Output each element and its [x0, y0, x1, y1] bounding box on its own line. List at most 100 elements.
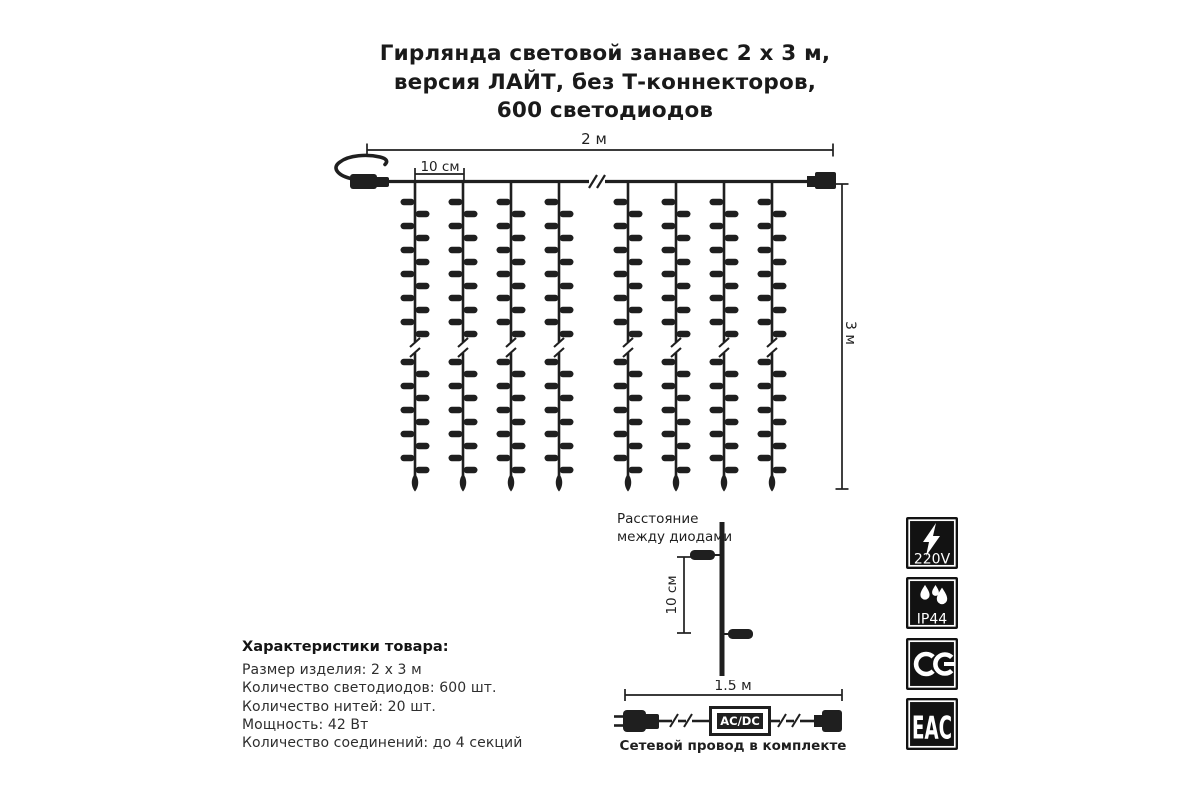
- led-icon: [448, 198, 463, 206]
- led-icon: [463, 234, 478, 242]
- led-icon: [613, 222, 628, 230]
- led-icon: [676, 466, 691, 474]
- led-icon: [709, 406, 724, 414]
- curtain-strand: [661, 183, 691, 492]
- led-icon: [448, 318, 463, 326]
- led-icon: [613, 318, 628, 326]
- led-icon: [724, 394, 739, 402]
- height-dimension: [835, 183, 849, 490]
- led-icon: [613, 454, 628, 462]
- end-connector-icon: [815, 172, 836, 189]
- led-icon: [544, 406, 559, 414]
- led-icon: [496, 454, 511, 462]
- led-icon: [463, 442, 478, 450]
- led-icon: [496, 430, 511, 438]
- led-icon: [757, 318, 772, 326]
- characteristics-block: Характеристики товара: Размер изделия: 2…: [242, 638, 522, 752]
- led-icon: [415, 210, 430, 218]
- page-title: Гирлянда световой занавес 2 х 3 м, верси…: [10, 40, 1200, 126]
- led-icon: [772, 210, 787, 218]
- led-icon: [511, 418, 526, 426]
- curtain-strand: [709, 183, 739, 492]
- led-icon: [676, 282, 691, 290]
- led-icon: [661, 406, 676, 414]
- led-icon: [448, 246, 463, 254]
- led-icon: [661, 270, 676, 278]
- ip44-rating-icon: IP44: [906, 577, 958, 630]
- curtain-strand: [496, 183, 526, 492]
- led-icon: [544, 430, 559, 438]
- voltage-220v-icon: 220V: [906, 517, 958, 569]
- led-icon: [544, 222, 559, 230]
- led-icon: [463, 330, 478, 338]
- detail-led-icon-bottom: [728, 629, 753, 639]
- led-icon: [709, 270, 724, 278]
- led-icon: [724, 466, 739, 474]
- led-icon: [757, 198, 772, 206]
- led-icon: [463, 370, 478, 378]
- cord-plug-neck: [644, 714, 659, 729]
- led-icon: [463, 306, 478, 314]
- lightning-bolt-icon: [923, 523, 940, 556]
- cord-plug-icon: [623, 710, 646, 732]
- characteristics-heading: Характеристики товара:: [242, 638, 449, 655]
- led-icon: [661, 430, 676, 438]
- led-icon: [400, 358, 415, 366]
- led-icon: [709, 198, 724, 206]
- led-icon: [496, 222, 511, 230]
- title-line-3: 600 светодиодов: [496, 98, 714, 123]
- title-line-1: Гирлянда световой занавес 2 х 3 м,: [379, 41, 831, 66]
- led-icon: [661, 382, 676, 390]
- led-icon: [559, 330, 574, 338]
- led-icon: [400, 246, 415, 254]
- led-icon: [400, 198, 415, 206]
- led-spacing-detail: Расстояние между диодами 10 см: [617, 511, 753, 676]
- led-icon: [559, 418, 574, 426]
- voltage-label: 220V: [914, 552, 951, 568]
- led-icon: [559, 210, 574, 218]
- led-icon: [511, 234, 526, 242]
- led-icon: [400, 222, 415, 230]
- led-icon: [415, 418, 430, 426]
- strand-tip: [459, 474, 467, 492]
- led-icon: [676, 442, 691, 450]
- led-icon: [724, 418, 739, 426]
- led-icon: [463, 258, 478, 266]
- led-icon: [676, 234, 691, 242]
- ce-letters: [913, 651, 954, 677]
- led-icon: [544, 198, 559, 206]
- led-icon: [772, 234, 787, 242]
- led-icon: [448, 454, 463, 462]
- led-icon: [400, 454, 415, 462]
- strand-spacing-dimension: [414, 168, 465, 180]
- cord-break-marks: [669, 713, 801, 728]
- led-icon: [628, 370, 643, 378]
- spec-item-connections: Количество соединений: до 4 секций: [242, 735, 523, 752]
- led-icon: [757, 430, 772, 438]
- led-icon: [511, 306, 526, 314]
- led-icon: [772, 442, 787, 450]
- led-icon: [400, 270, 415, 278]
- led-icon: [628, 442, 643, 450]
- wire-break-mark: [588, 174, 606, 189]
- led-icon: [709, 318, 724, 326]
- led-icon: [724, 306, 739, 314]
- led-icon: [448, 430, 463, 438]
- strand-spacing-label: 10 см: [420, 159, 459, 175]
- strand-tip: [720, 474, 728, 492]
- led-icon: [448, 270, 463, 278]
- led-icon: [511, 330, 526, 338]
- led-icon: [415, 394, 430, 402]
- led-icon: [496, 358, 511, 366]
- led-icon: [613, 406, 628, 414]
- led-icon: [511, 282, 526, 290]
- detail-caption-line-1: Расстояние: [617, 511, 698, 527]
- led-icon: [772, 306, 787, 314]
- adapter-inner-box: [717, 713, 763, 729]
- led-icon: [628, 282, 643, 290]
- led-icon: [544, 246, 559, 254]
- curtain-strands: [400, 183, 787, 492]
- led-icon: [613, 358, 628, 366]
- led-icon: [628, 258, 643, 266]
- led-icon: [415, 330, 430, 338]
